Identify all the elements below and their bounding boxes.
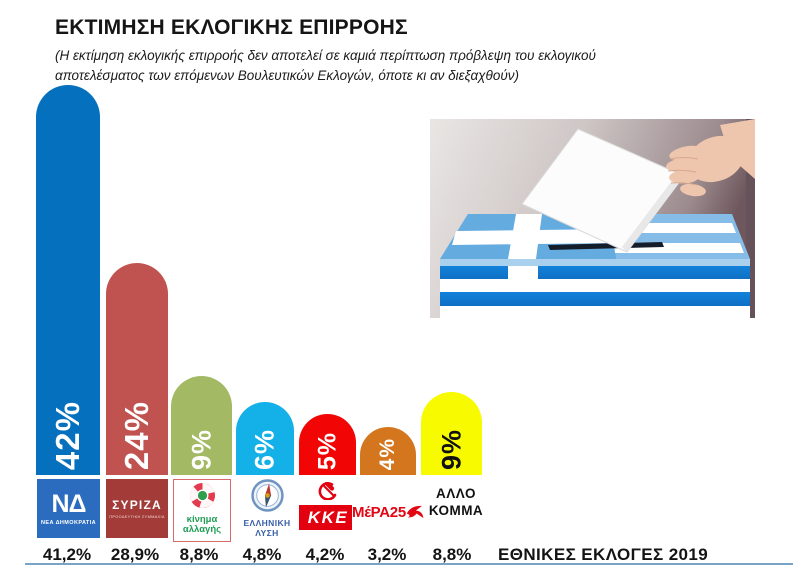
nd-caption: ΝΕΑ ΔΗΜΟΚΡΑΤΙΑ: [41, 519, 96, 526]
bar-elliniki-lysi: 6%: [236, 402, 294, 475]
kinal-caption: κίνημα αλλαγής: [174, 515, 230, 535]
bar-value-label-elliniki-lysi: 6%: [249, 428, 280, 470]
allo-komma-line-2: ΚΟΜΜΑ: [428, 502, 484, 518]
result-mera25: 3,2%: [367, 545, 407, 564]
compass-icon: [250, 479, 284, 512]
kke-wordmark-block: ΚΚΕ: [299, 505, 357, 530]
party-logo-nea-dimokratia: ΝΔ ΝΕΑ ΔΗΜΟΚΡΑΤΙΑ: [37, 479, 100, 538]
result-elliniki-lysi: 4,8%: [242, 545, 282, 564]
kinal-caption-line-2: αλλαγής: [182, 524, 222, 535]
result-allo-komma: 8,8%: [432, 545, 472, 564]
ballot-box-illustration: [430, 119, 755, 318]
bar-kinima-allagis: 9%: [171, 376, 232, 475]
mera25-wordmark: ΜέΡΑ25: [352, 503, 406, 521]
bar-mera25: 4%: [360, 427, 416, 475]
party-logo-allo-komma: ΑΛΛΟ ΚΟΜΜΑ: [424, 486, 488, 519]
nd-monogram: ΝΔ: [51, 489, 86, 518]
bar-value-label-mera25: 4%: [376, 437, 399, 470]
bar-kke: 5%: [299, 414, 356, 475]
bottom-divider-line: [25, 563, 793, 565]
result-kinima-allagis: 8,8%: [179, 545, 219, 564]
page-subtitle: (Η εκτίμηση εκλογικής επιρροής δεν αποτε…: [55, 46, 675, 85]
bar-value-label-allo-komma: 9%: [436, 428, 466, 470]
voter-hand: [666, 119, 755, 197]
ballot-box-photo: [430, 119, 755, 318]
allo-komma-line-1: ΑΛΛΟ: [436, 486, 476, 501]
bar-value-label-kinima-allagis: 9%: [186, 428, 216, 470]
bar-value-label-kke: 5%: [313, 431, 341, 470]
subtitle-line-2: αποτελέσματος των επόμενων Βουλευτικών Ε…: [55, 67, 520, 83]
bar-syriza: 24%: [106, 263, 168, 475]
kinal-caption-line-1: κίνημα: [186, 514, 218, 525]
bar-value-label-syriza: 24%: [118, 400, 155, 470]
kinal-flower-icon: [189, 482, 215, 509]
syriza-wordmark: ΣΥΡΙΖΑ: [112, 497, 162, 512]
party-logo-syriza: ΣΥΡΙΖΑ ΠΡΟΟΔΕΥΤΙΚΗ ΣΥΜΜΑΧΙΑ: [106, 479, 168, 538]
ballot-slot: [548, 242, 664, 250]
result-nea-dimokratia: 41,2%: [42, 545, 92, 564]
party-logo-kke: ΚΚΕ: [299, 482, 357, 540]
hammer-sickle-icon: [318, 482, 337, 501]
result-syriza: 28,9%: [110, 545, 160, 564]
party-logo-kinima-allagis: κίνημα αλλαγής: [173, 479, 231, 542]
kke-wordmark: ΚΚΕ: [307, 508, 349, 527]
elliniki-lysi-caption: ΕΛΛΗΝΙΚΗ ΛΥΣΗ: [239, 518, 295, 538]
swallow-icon: [406, 505, 424, 519]
national-elections-2019-label: ΕΘΝΙΚΕΣ ΕΚΛΟΓΕΣ 2019: [498, 545, 709, 564]
elliniki-lysi-caption-line-2: ΛΥΣΗ: [255, 528, 279, 538]
bar-value-label-nea-dimokratia: 42%: [49, 400, 86, 470]
result-kke: 4,2%: [305, 545, 345, 564]
bar-nea-dimokratia: 42%: [36, 85, 100, 475]
elliniki-lysi-caption-line-1: ΕΛΛΗΝΙΚΗ: [243, 518, 291, 528]
page-title: ΕΚΤΙΜΗΣΗ ΕΚΛΟΓΙΚΗΣ ΕΠΙΡΡΟΗΣ: [55, 16, 408, 39]
ballot-envelope: [521, 128, 685, 253]
bar-allo-komma: 9%: [421, 392, 482, 475]
subtitle-line-1: (Η εκτίμηση εκλογικής επιρροής δεν αποτε…: [55, 48, 596, 63]
syriza-caption: ΠΡΟΟΔΕΥΤΙΚΗ ΣΥΜΜΑΧΙΑ: [109, 514, 165, 520]
party-logo-mera25: ΜέΡΑ25: [352, 490, 424, 534]
greek-flag-cross: [452, 214, 616, 259]
party-logo-elliniki-lysi: ΕΛΛΗΝΙΚΗ ΛΥΣΗ: [239, 478, 295, 544]
